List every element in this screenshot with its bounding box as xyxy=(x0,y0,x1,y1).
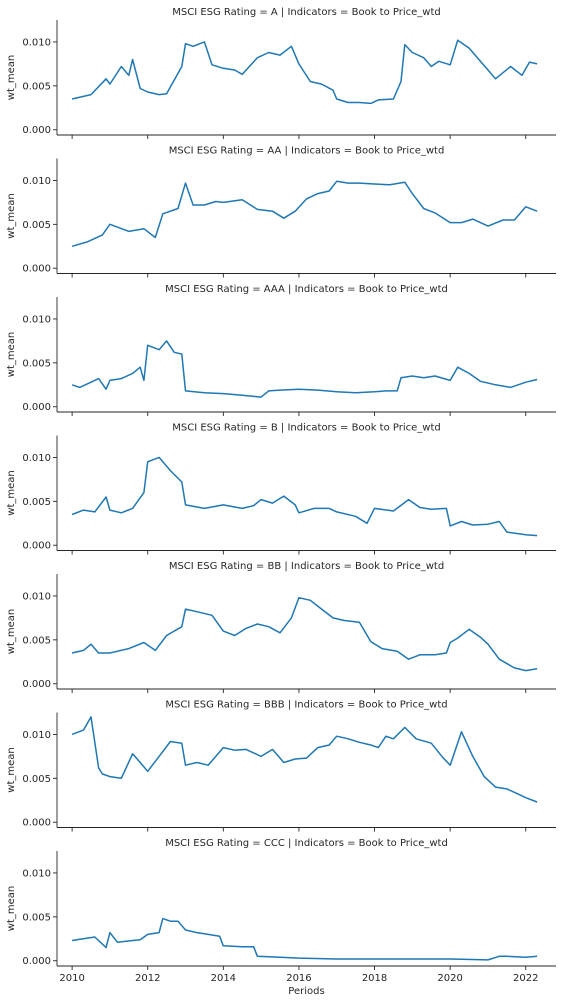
y-tick-label: 0.010 xyxy=(22,176,51,187)
x-tick-label: 2012 xyxy=(135,973,160,984)
y-tick-label: 0.000 xyxy=(22,679,51,690)
y-axis-label: wt_mean xyxy=(6,332,17,377)
facet-panel-7: MSCI ESG Rating = CCC | Indicators = Boo… xyxy=(6,838,556,997)
panel-title: MSCI ESG Rating = A | Indicators = Book … xyxy=(172,7,441,18)
y-tick-label: 0.000 xyxy=(22,818,51,829)
y-tick-label: 0.000 xyxy=(22,956,51,967)
y-tick-label: 0.005 xyxy=(22,774,51,785)
x-tick-label: 2016 xyxy=(286,973,311,984)
y-tick-label: 0.000 xyxy=(22,402,51,413)
y-tick-label: 0.005 xyxy=(22,635,51,646)
y-tick-label: 0.010 xyxy=(22,453,51,464)
panel-title: MSCI ESG Rating = CCC | Indicators = Boo… xyxy=(165,838,448,849)
x-axis-label: Periods xyxy=(288,986,324,997)
series-line xyxy=(71,917,538,961)
y-axis-label: wt_mean xyxy=(6,747,17,792)
y-tick-label: 0.010 xyxy=(22,591,51,602)
series-line xyxy=(71,180,538,248)
x-tick-label: 2014 xyxy=(211,973,236,984)
y-axis-label: wt_mean xyxy=(6,609,17,654)
x-tick-label: 2020 xyxy=(437,973,462,984)
series-line xyxy=(71,716,538,803)
y-tick-label: 0.010 xyxy=(22,868,51,879)
panel-title: MSCI ESG Rating = BB | Indicators = Book… xyxy=(169,561,444,572)
panel-title: MSCI ESG Rating = AA | Indicators = Book… xyxy=(169,146,445,157)
series-line xyxy=(71,456,538,537)
facet-panel-2: MSCI ESG Rating = AA | Indicators = Book… xyxy=(6,146,556,278)
x-tick-label: 2018 xyxy=(362,973,387,984)
y-tick-label: 0.010 xyxy=(22,730,51,741)
y-axis-label: wt_mean xyxy=(6,470,17,515)
series-line xyxy=(71,39,538,105)
x-tick-label: 2022 xyxy=(513,973,538,984)
facet-panel-6: MSCI ESG Rating = BBB | Indicators = Boo… xyxy=(6,700,556,832)
series-line xyxy=(71,596,538,672)
y-tick-label: 0.000 xyxy=(22,541,51,552)
y-tick-label: 0.005 xyxy=(22,912,51,923)
x-tick-label: 2010 xyxy=(59,973,84,984)
y-tick-label: 0.010 xyxy=(22,37,51,48)
y-tick-label: 0.000 xyxy=(22,125,51,136)
y-tick-label: 0.005 xyxy=(22,497,51,508)
panel-title: MSCI ESG Rating = B | Indicators = Book … xyxy=(172,423,441,434)
series-line xyxy=(71,340,538,398)
y-tick-label: 0.005 xyxy=(22,220,51,231)
y-tick-label: 0.000 xyxy=(22,264,51,275)
y-tick-label: 0.005 xyxy=(22,81,51,92)
y-axis-label: wt_mean xyxy=(6,886,17,931)
y-axis-label: wt_mean xyxy=(6,55,17,100)
facet-panel-4: MSCI ESG Rating = B | Indicators = Book … xyxy=(6,423,556,555)
panel-title: MSCI ESG Rating = AAA | Indicators = Boo… xyxy=(165,284,448,295)
facet-panel-5: MSCI ESG Rating = BB | Indicators = Book… xyxy=(6,561,556,693)
facet-panel-3: MSCI ESG Rating = AAA | Indicators = Boo… xyxy=(6,284,556,416)
y-tick-label: 0.010 xyxy=(22,314,51,325)
facet-panel-1: MSCI ESG Rating = A | Indicators = Book … xyxy=(6,7,556,139)
y-axis-label: wt_mean xyxy=(6,193,17,238)
y-tick-label: 0.005 xyxy=(22,358,51,369)
panel-title: MSCI ESG Rating = BBB | Indicators = Boo… xyxy=(165,700,447,711)
